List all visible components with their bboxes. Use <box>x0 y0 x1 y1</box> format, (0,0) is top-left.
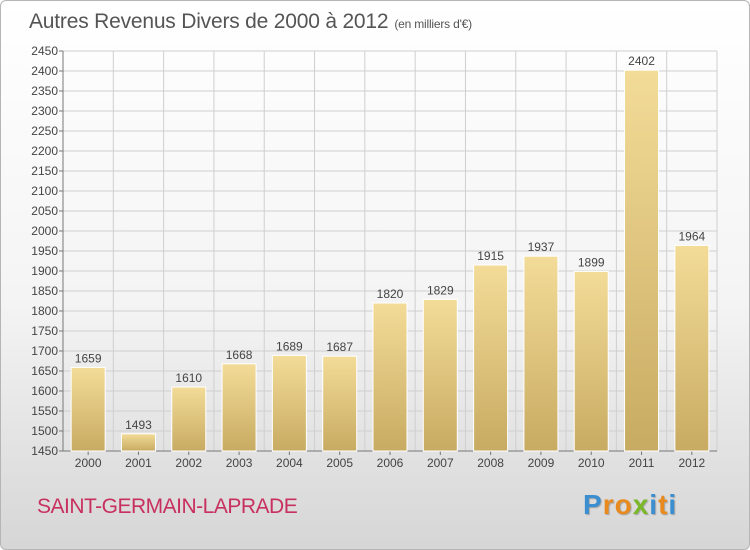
bar-2009 <box>523 255 559 452</box>
location-name: SAINT-GERMAIN-LAPRADE <box>37 495 298 518</box>
data-label: 1689 <box>276 339 303 353</box>
bar-2010 <box>573 270 609 452</box>
logo-letter: i <box>668 489 678 520</box>
title-text: Autres Revenus Divers de 2000 à 2012 <box>29 10 389 33</box>
y-tick-label: 1450 <box>31 444 58 458</box>
y-tick-label: 2400 <box>31 64 58 78</box>
logo-letter: x <box>632 489 650 520</box>
x-tick-label: 2012 <box>678 456 705 470</box>
proxiti-logo: Proxiti <box>583 489 677 521</box>
data-label: 1610 <box>175 371 202 385</box>
bar-2008 <box>473 264 509 452</box>
logo-letter: o <box>614 489 633 520</box>
logo-letter: t <box>658 489 669 520</box>
data-label: 1820 <box>377 287 404 301</box>
bar-2005 <box>322 355 358 452</box>
y-tick-label: 2300 <box>31 104 58 118</box>
y-tick-label: 2000 <box>31 224 58 238</box>
bar-2000 <box>70 366 106 452</box>
bar-2003 <box>221 363 257 452</box>
y-tick-label: 2350 <box>31 84 58 98</box>
data-label: 1687 <box>326 340 353 354</box>
data-label: 1493 <box>125 418 152 432</box>
data-label: 2402 <box>628 54 655 68</box>
y-tick-label: 2100 <box>31 184 58 198</box>
data-label: 1964 <box>678 229 705 243</box>
bar-2001 <box>120 433 156 452</box>
bars <box>70 69 710 452</box>
logo-letter: i <box>649 489 659 520</box>
y-tick-label: 1800 <box>31 304 58 318</box>
y-tick-label: 2150 <box>31 164 58 178</box>
bar-2007 <box>422 298 458 452</box>
x-tick-label: 2011 <box>629 456 655 470</box>
data-label: 1937 <box>528 240 555 254</box>
data-label: 1899 <box>578 255 605 269</box>
y-tick-label: 1550 <box>31 404 58 418</box>
data-label: 1659 <box>75 351 102 365</box>
x-tick-label: 2001 <box>125 456 152 470</box>
y-tick-label: 2450 <box>31 44 58 58</box>
title-unit: (en milliers d'€) <box>394 17 472 31</box>
bar-2002 <box>171 386 207 452</box>
y-tick-label: 1950 <box>31 244 58 258</box>
bar-2011 <box>624 69 660 452</box>
data-labels: 1659 1493 1610 1668 1689 1687 1820 1829 1915 1937… <box>75 54 706 432</box>
y-tick-label: 1600 <box>31 384 58 398</box>
data-label: 1829 <box>427 283 454 297</box>
y-tick-label: 1900 <box>31 264 58 278</box>
x-tick-label: 2006 <box>377 456 404 470</box>
axes: 1450 1500 1550 1600 1650 1700 1750 1800 1850 1900… <box>31 44 717 470</box>
y-tick-label: 1500 <box>31 424 58 438</box>
y-tick-label: 2050 <box>31 204 58 218</box>
x-tick-label: 2005 <box>326 456 353 470</box>
bar-2006 <box>372 302 408 452</box>
x-tick-label: 2003 <box>226 456 253 470</box>
logo-letter: r <box>602 489 615 520</box>
y-tick-label: 2250 <box>31 124 58 138</box>
y-tick-label: 2200 <box>31 144 58 158</box>
x-tick-label: 2010 <box>578 456 605 470</box>
x-tick-label: 2000 <box>75 456 102 470</box>
y-tick-label: 1850 <box>31 284 58 298</box>
y-tick-label: 1750 <box>31 324 58 338</box>
x-tick-label: 2008 <box>477 456 504 470</box>
y-tick-label: 1650 <box>31 364 58 378</box>
y-tick-label: 1700 <box>31 344 58 358</box>
bar-2004 <box>271 354 307 452</box>
data-label: 1915 <box>477 249 504 263</box>
x-tick-label: 2009 <box>528 456 555 470</box>
chart-title: Autres Revenus Divers de 2000 à 2012 (en … <box>29 10 472 34</box>
logo-letter: P <box>583 489 603 520</box>
x-tick-label: 2004 <box>276 456 303 470</box>
x-tick-label: 2002 <box>175 456 202 470</box>
data-label: 1668 <box>226 348 253 362</box>
bar-2012 <box>674 244 710 452</box>
x-tick-label: 2007 <box>427 456 454 470</box>
